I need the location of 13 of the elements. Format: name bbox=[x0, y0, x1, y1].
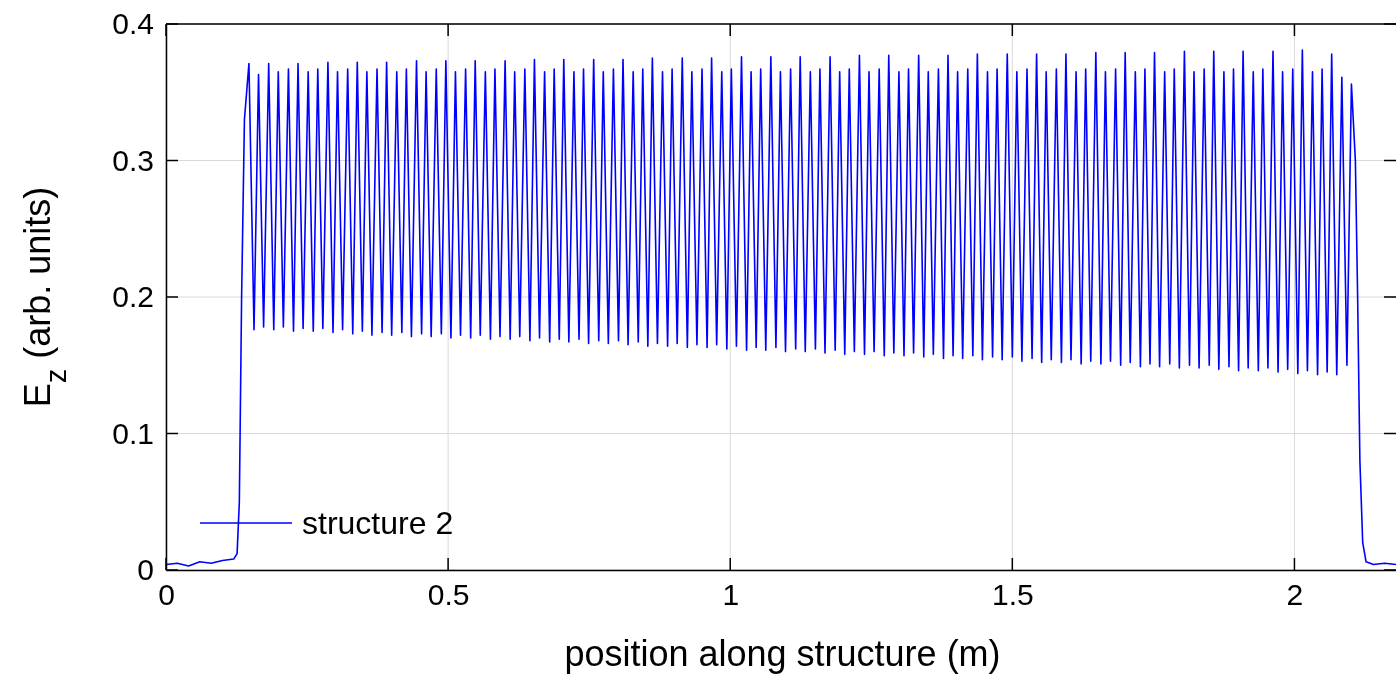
line-series bbox=[166, 49, 1396, 567]
y-tick-label: 0.3 bbox=[112, 143, 154, 177]
y-tick-label: 0.2 bbox=[112, 280, 154, 314]
y-tick-label: 0.4 bbox=[112, 7, 154, 41]
x-tick-label: 2 bbox=[1286, 578, 1304, 612]
x-tick-label: 0 bbox=[158, 578, 175, 612]
x-tick-label: 1.5 bbox=[991, 578, 1034, 612]
x-tick-label: 0.5 bbox=[427, 578, 470, 612]
x-axis-title: position along structure (m) bbox=[564, 633, 1001, 674]
legend-label: structure 2 bbox=[302, 505, 454, 541]
y-tick-label: 0.1 bbox=[112, 416, 154, 450]
y-tick-label: 0 bbox=[137, 553, 154, 587]
x-tick-label: 1 bbox=[722, 578, 740, 612]
